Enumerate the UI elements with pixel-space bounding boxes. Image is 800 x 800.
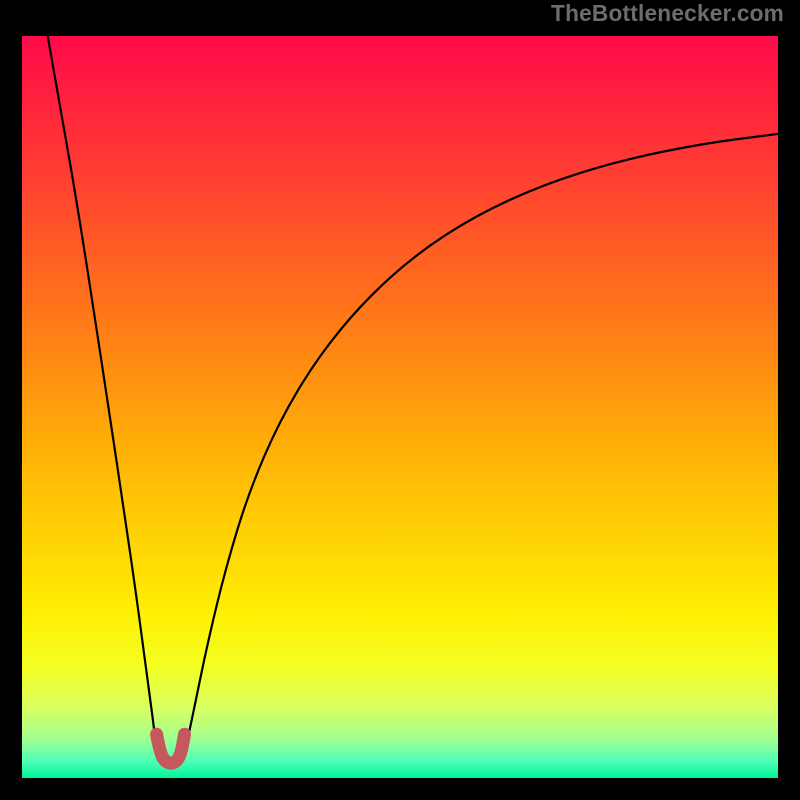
- valley-u-marker: [157, 734, 185, 763]
- watermark-text: TheBottlenecker.com: [551, 0, 784, 27]
- plot-area: [22, 36, 778, 778]
- frame-border-bottom: [0, 778, 800, 800]
- bottleneck-curve: [48, 36, 778, 754]
- frame-border-right: [778, 0, 800, 800]
- plot-svg: [22, 36, 778, 778]
- chart-frame: TheBottlenecker.com: [0, 0, 800, 800]
- frame-border-left: [0, 0, 22, 800]
